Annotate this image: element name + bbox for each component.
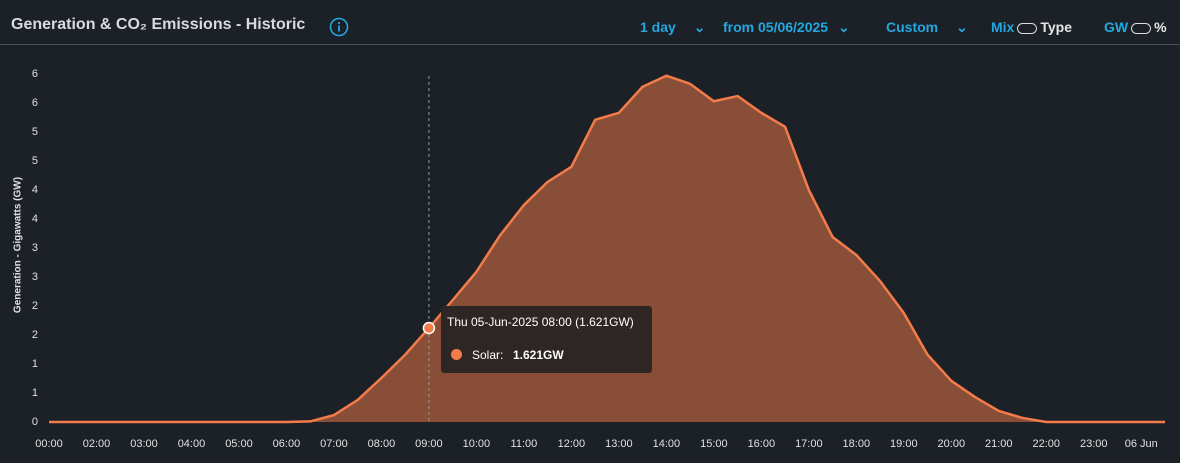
tooltip-swatch xyxy=(451,349,462,360)
x-tick-label: 22:00 xyxy=(1033,438,1061,450)
y-tick-label: 5 xyxy=(32,126,38,138)
y-tick-label: 4 xyxy=(32,213,38,225)
tooltip: Thu 05-Jun-2025 08:00 (1.621GW) Solar: 1… xyxy=(441,306,652,373)
y-tick-label: 1 xyxy=(32,387,38,399)
y-tick-label: 2 xyxy=(32,329,38,341)
x-tick-label: 06 Jun xyxy=(1125,438,1158,450)
percent: % xyxy=(1154,19,1167,35)
x-tick-label: 04:00 xyxy=(178,438,206,450)
x-tick-label: 21:00 xyxy=(985,438,1013,450)
y-axis-label: Generation - Gigawatts (GW) xyxy=(13,177,24,313)
x-tick-label: 03:00 xyxy=(130,438,158,450)
x-tick-label: 08:00 xyxy=(368,438,396,450)
x-tick-label: 09:00 xyxy=(415,438,443,450)
x-tick-label: 17:00 xyxy=(795,438,823,450)
range-select[interactable]: Custom ⌄ xyxy=(886,19,968,35)
tooltip-series: Solar: xyxy=(472,348,504,362)
y-tick-label: 2 xyxy=(32,300,38,312)
unit-toggle[interactable]: GW% xyxy=(1104,19,1167,35)
from-select[interactable]: from 05/06/2025 ⌄ xyxy=(723,19,850,35)
unit: GW xyxy=(1104,19,1129,35)
x-tick-label: 20:00 xyxy=(938,438,966,450)
x-tick-label: 16:00 xyxy=(748,438,776,450)
hover-point xyxy=(422,321,436,335)
range: Custom xyxy=(886,19,939,35)
x-tick-label: 12:00 xyxy=(558,438,586,450)
x-tick-label: 10:00 xyxy=(463,438,491,450)
y-tick-label: 3 xyxy=(32,242,38,254)
period: 1 day xyxy=(640,19,676,35)
x-tick-label: 07:00 xyxy=(320,438,348,450)
from: from 05/06/2025 xyxy=(723,19,829,35)
x-tick-label: 02:00 xyxy=(83,438,111,450)
x-tick-label: 11:00 xyxy=(511,438,538,450)
x-tick-label: 18:00 xyxy=(843,438,871,450)
x-tick-label: 15:00 xyxy=(700,438,728,450)
area xyxy=(49,75,1165,423)
x-tick-label: 05:00 xyxy=(225,438,253,450)
info-icon[interactable] xyxy=(329,17,349,37)
x-tick-label: 13:00 xyxy=(605,438,633,450)
y-tick-label: 5 xyxy=(32,155,38,167)
period-select[interactable]: 1 day ⌄ xyxy=(640,19,706,35)
tooltip-title: Thu 05-Jun-2025 08:00 (1.621GW) xyxy=(447,315,634,329)
title: Generation & CO₂ Emissions - Historic xyxy=(11,16,306,33)
y-tick-label: 0 xyxy=(32,416,38,428)
header: Generation & CO₂ Emissions - Historic 1 … xyxy=(0,0,1180,45)
y-tick-label: 6 xyxy=(32,68,38,80)
tooltip-value: 1.621GW xyxy=(513,348,564,362)
mix-toggle[interactable]: Mix Type xyxy=(991,19,1072,35)
line xyxy=(49,74,1165,424)
x-tick-label: 19:00 xyxy=(890,438,918,450)
x-tick-label: 06:00 xyxy=(273,438,301,450)
y-tick-label: 6 xyxy=(32,97,38,109)
y-tick-label: 3 xyxy=(32,271,38,283)
x-tick-label: 00:00 xyxy=(35,438,63,450)
y-tick-label: 4 xyxy=(32,184,38,196)
mix: Mix xyxy=(991,19,1015,35)
type: Type xyxy=(1040,19,1072,35)
x-tick-label: 14:00 xyxy=(653,438,681,450)
y-tick-label: 1 xyxy=(32,358,38,370)
x-tick-label: 23:00 xyxy=(1080,438,1108,450)
